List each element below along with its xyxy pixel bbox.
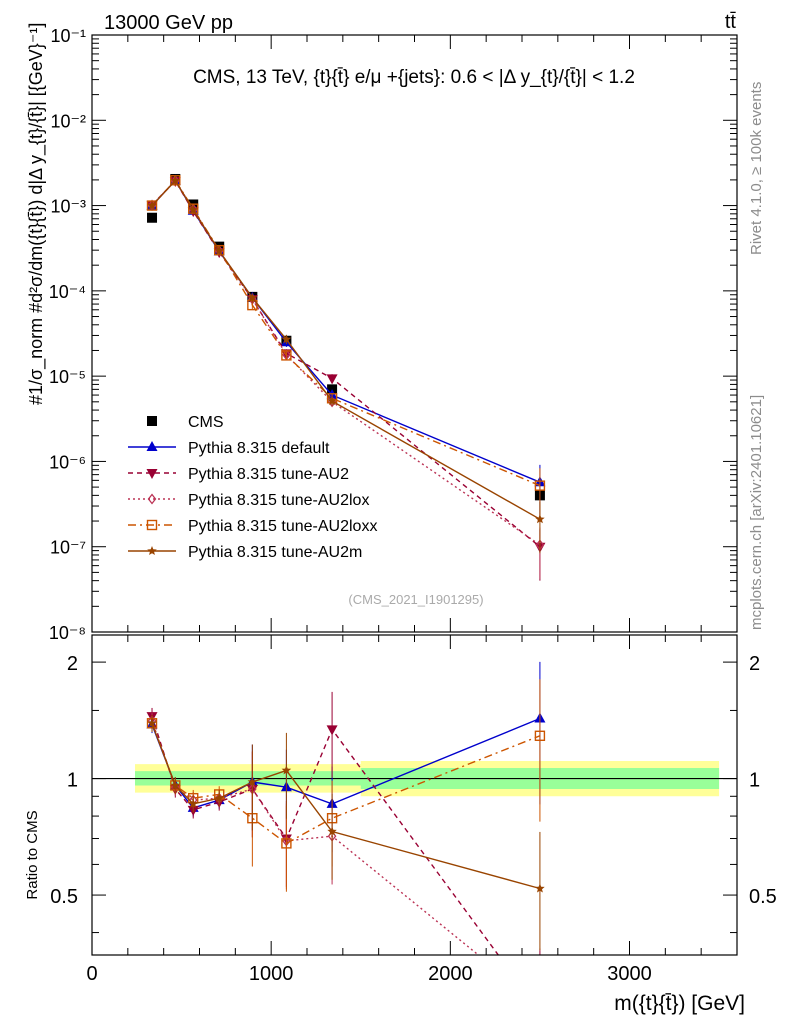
mcplots-label: mcplots.cern.ch [arXiv:2401.10621] [748, 395, 765, 630]
main-y-axis-label: #1/σ_norm #d²σ/dm({t}{t̄}) d|Δ y_{t}/{t̄… [26, 23, 47, 405]
ratio-point [535, 883, 545, 893]
data-point [170, 175, 181, 185]
ratio-line [151, 722, 541, 890]
legend-marker [146, 469, 158, 479]
ratio-plot-panel: 0.5 0.5 1 1 2 2 0 1000 2000 3000 [50, 635, 777, 1018]
ratio-series-pythia-8-315-tune-au2m [147, 715, 545, 951]
series-pythia-8-315-tune-au2m [147, 175, 545, 554]
data-point [281, 350, 292, 361]
ratio-point [170, 780, 181, 790]
legend-entry: CMS [147, 414, 224, 431]
ratio-y-tick-label-right: 2 [749, 653, 760, 675]
y-tick-label: 10⁻² [50, 111, 86, 131]
legend-label: Pythia 8.315 tune-AU2 [188, 466, 349, 483]
legend-label: Pythia 8.315 tune-AU2loxx [188, 518, 377, 535]
data-point [281, 334, 292, 344]
ratio-point [247, 777, 258, 786]
ratio-plot-frame [91, 634, 738, 956]
ratio-y-tick-label: 0.5 [50, 886, 78, 908]
legend-label: Pythia 8.315 tune-AU2m [188, 544, 362, 561]
ratio-point [534, 1008, 545, 1018]
legend-label: Pythia 8.315 default [188, 440, 330, 457]
header-energy-label: 13000 GeV pp [104, 12, 233, 34]
analysis-id-watermark: (CMS_2021_I1901295) [348, 592, 483, 607]
legend-entry: Pythia 8.315 tune-AU2loxx [128, 518, 377, 535]
x-tick-label: 2000 [428, 963, 473, 985]
legend-entry: Pythia 8.315 tune-AU2lox [128, 492, 369, 509]
ratio-point [188, 798, 198, 808]
ratio-point [214, 793, 224, 803]
series-line [151, 179, 541, 520]
y-tick-label: 10⁻¹ [50, 26, 86, 46]
data-point [327, 396, 337, 406]
ratio-y-tick-label: 2 [67, 653, 78, 675]
legend-label: Pythia 8.315 tune-AU2lox [188, 492, 369, 509]
x-tick-label: 1000 [249, 963, 294, 985]
ratio-point [281, 765, 292, 775]
legend-marker [146, 519, 158, 531]
ratio-point [326, 725, 338, 736]
data-point [147, 200, 157, 210]
data-point [214, 245, 224, 255]
ratio-point [534, 730, 546, 741]
rivet-label: Rivet 4.1.0, ≥ 100k events [748, 82, 765, 255]
data-point [147, 212, 158, 223]
ratio-y-tick-label-right: 0.5 [749, 886, 777, 908]
legend-marker [147, 546, 157, 555]
ratio-y-axis-label: Ratio to CMS [24, 810, 41, 899]
main-plot-frame [91, 34, 738, 633]
legend-entry: Pythia 8.315 tune-AU2m [128, 544, 362, 561]
ratio-line [151, 720, 480, 955]
legend-label: CMS [188, 414, 224, 431]
data-point [188, 204, 198, 214]
legend-entry: Pythia 8.315 tune-AU2 [128, 466, 349, 483]
y-tick-label: 10⁻⁸ [49, 623, 86, 643]
data-point [247, 292, 258, 302]
legend-marker [146, 441, 158, 451]
ratio-y-tick-label: 1 [67, 770, 78, 792]
x-tick-label: 0 [86, 963, 97, 985]
y-tick-label: 10⁻⁵ [49, 367, 86, 387]
legend-marker [147, 493, 157, 505]
ratio-point [327, 826, 337, 836]
series-line [151, 179, 541, 483]
ratio-series-pythia-8-315-tune-au2lox [147, 712, 543, 1009]
header-process-label: tt̄ [725, 11, 737, 33]
ratio-point [281, 838, 292, 849]
y-tick-label: 10⁻⁷ [50, 538, 86, 558]
series-pythia-8-315-default [146, 174, 546, 517]
x-axis-label: m({t}{t̄}) [GeV] [614, 992, 745, 1015]
y-tick-label: 10⁻³ [50, 197, 86, 217]
y-tick-label: 10⁻⁴ [49, 282, 86, 302]
legend-marker [147, 416, 157, 426]
data-point [534, 480, 546, 491]
main-plot-title: CMS, 13 TeV, {t}{t̄} e/μ +{jets}: 0.6 < … [193, 67, 635, 88]
data-point [326, 374, 338, 385]
legend-entry: Pythia 8.315 default [128, 440, 330, 457]
data-point [535, 514, 545, 524]
x-tick-label: 3000 [607, 963, 652, 985]
y-tick-label: 10⁻⁶ [49, 452, 86, 472]
ratio-y-tick-label-right: 1 [749, 770, 760, 792]
ratio-point [147, 718, 157, 728]
legend: CMS Pythia 8.315 default Pythia 8.315 tune… [128, 414, 377, 561]
ratio-point [536, 1000, 543, 1009]
ratio-line [151, 715, 500, 955]
